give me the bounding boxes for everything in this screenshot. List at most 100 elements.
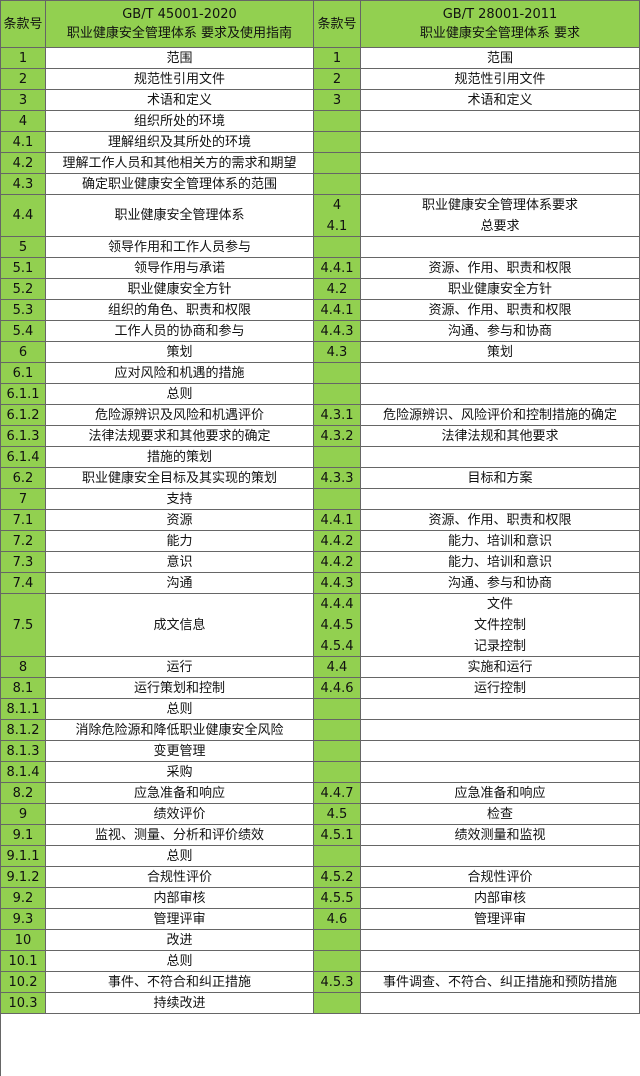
cell-text: 6.1.1	[6, 386, 40, 402]
clause-number: 1	[1, 48, 46, 69]
ref-clause-title: 能力、培训和意识	[361, 552, 640, 573]
clause-title: 理解组织及其所处的环境	[46, 132, 314, 153]
cell-text: 6.1.4	[6, 449, 40, 465]
ref-clause-title: 事件调查、不符合、纠正措施和预防措施	[361, 972, 640, 993]
cell-text: 10.1	[8, 953, 38, 969]
ref-clause-number: 4.5.2	[314, 867, 361, 888]
cell-text: 4.4.3	[320, 323, 354, 339]
cell-text: 工作人员的协商和参与	[114, 323, 245, 339]
cell-text: 4.4.3	[320, 575, 354, 591]
cell-text: 危险源辨识及风险和机遇评价	[94, 407, 264, 423]
ref-clause-title	[361, 237, 640, 258]
ref-clause-title	[361, 846, 640, 867]
ref-clause-number: 3	[314, 90, 361, 111]
ref-clause-title: 策划	[361, 342, 640, 363]
cell-text: 管理评审	[473, 911, 526, 927]
cell-text: 8.1.4	[6, 764, 40, 780]
cell-text: 4.3.3	[320, 470, 354, 486]
header-title: GB/T 45001-2020 职业健康安全管理体系 要求及使用指南	[46, 1, 314, 48]
cell-text: 运行控制	[473, 680, 526, 696]
clause-title: 绩效评价	[46, 804, 314, 825]
ref-clause-number	[314, 153, 361, 174]
ref-clause-title	[361, 720, 640, 741]
cell-text: 5.4	[12, 323, 34, 339]
clause-number: 5.1	[1, 258, 46, 279]
clause-title: 资源	[46, 510, 314, 531]
cell-text: 总则	[166, 848, 193, 864]
cell-text: 应急准备和响应	[133, 785, 225, 801]
clause-title: 措施的策划	[46, 447, 314, 468]
cell-text: 5.3	[12, 302, 34, 318]
ref-clause-number: 4.5.3	[314, 972, 361, 993]
cell-text: 6	[18, 344, 28, 360]
cell-text: 3	[332, 92, 342, 108]
ref-clause-number	[314, 951, 361, 972]
ref-clause-number	[314, 741, 361, 762]
ref-clause-number	[314, 363, 361, 384]
clause-number: 6	[1, 342, 46, 363]
ref-clause-title	[361, 762, 640, 783]
cell-text: 4.4.4	[320, 596, 354, 612]
clause-number: 4.3	[1, 174, 46, 195]
cell-text: 4.4.1	[320, 260, 354, 276]
cell-text: GB/T 28001-2011	[442, 7, 558, 22]
cell-text: 总则	[166, 953, 193, 969]
clause-number: 6.1.4	[1, 447, 46, 468]
cell-text: 4.3.1	[320, 407, 354, 423]
ref-clause-number: 2	[314, 69, 361, 90]
cell-text: 运行	[166, 659, 193, 675]
cell-text: 措施的策划	[146, 449, 212, 465]
cell-text: 范围	[166, 50, 193, 66]
clause-title: 职业健康安全方针	[46, 279, 314, 300]
ref-clause-title	[361, 993, 640, 1014]
clause-number: 9	[1, 804, 46, 825]
ref-clause-title: 检查	[361, 804, 640, 825]
clause-title: 管理评审	[46, 909, 314, 930]
ref-clause-number: 4.4.3	[314, 321, 361, 342]
cell-text: 4	[18, 113, 28, 129]
ref-clause-number: 4.4.2	[314, 531, 361, 552]
cell-text: 6.1	[12, 365, 34, 381]
ref-clause-title: 管理评审	[361, 909, 640, 930]
cell-text: 确定职业健康安全管理体系的范围	[81, 176, 277, 192]
ref-clause-number: 4.4.1	[314, 510, 361, 531]
cell-text: 组织的角色、职责和权限	[107, 302, 251, 318]
ref-clause-title: 应急准备和响应	[361, 783, 640, 804]
clause-number: 6.1	[1, 363, 46, 384]
cell-text: 支持	[166, 491, 193, 507]
clause-title: 领导作用和工作人员参与	[46, 237, 314, 258]
cell-text: 9.1.1	[6, 848, 40, 864]
cell-text: 领导作用和工作人员参与	[107, 239, 251, 255]
clause-title: 能力	[46, 531, 314, 552]
cell-text: 法律法规和其他要求	[441, 428, 559, 444]
cell-text: 4.4.2	[320, 533, 354, 549]
cell-text: 10.3	[8, 995, 38, 1011]
cell-text: 术语和定义	[146, 92, 212, 108]
cell-text: 组织所处的环境	[133, 113, 225, 129]
ref-clause-title: 实施和运行	[361, 657, 640, 678]
ref-clause-title	[361, 951, 640, 972]
clause-title: 成文信息	[46, 594, 314, 657]
cell-text: 9.3	[12, 911, 34, 927]
cell-text: 1	[18, 50, 28, 66]
clause-number: 7.1	[1, 510, 46, 531]
cell-text: 资源、作用、职责和权限	[428, 302, 572, 318]
cell-text: 4.5	[326, 806, 348, 822]
clause-number: 10	[1, 930, 46, 951]
ref-clause-number: 4 4.1	[314, 195, 361, 237]
cell-text: 职业健康安全方针	[447, 281, 552, 297]
ref-clause-number: 4.3.3	[314, 468, 361, 489]
cell-text: 4.4	[12, 208, 34, 223]
cell-text: 6.1.3	[6, 428, 40, 444]
cell-text: 3	[18, 92, 28, 108]
clause-title: 沟通	[46, 573, 314, 594]
ref-clause-number: 4.4.2	[314, 552, 361, 573]
cell-text: 文件控制	[473, 617, 526, 633]
cell-text: 4.1	[12, 134, 34, 150]
ref-clause-number: 4.4	[314, 657, 361, 678]
cell-text: 运行策划和控制	[133, 680, 225, 696]
clause-title: 策划	[46, 342, 314, 363]
cell-text: 7.4	[12, 575, 34, 591]
clause-title: 持续改进	[46, 993, 314, 1014]
cell-text: 实施和运行	[467, 659, 533, 675]
